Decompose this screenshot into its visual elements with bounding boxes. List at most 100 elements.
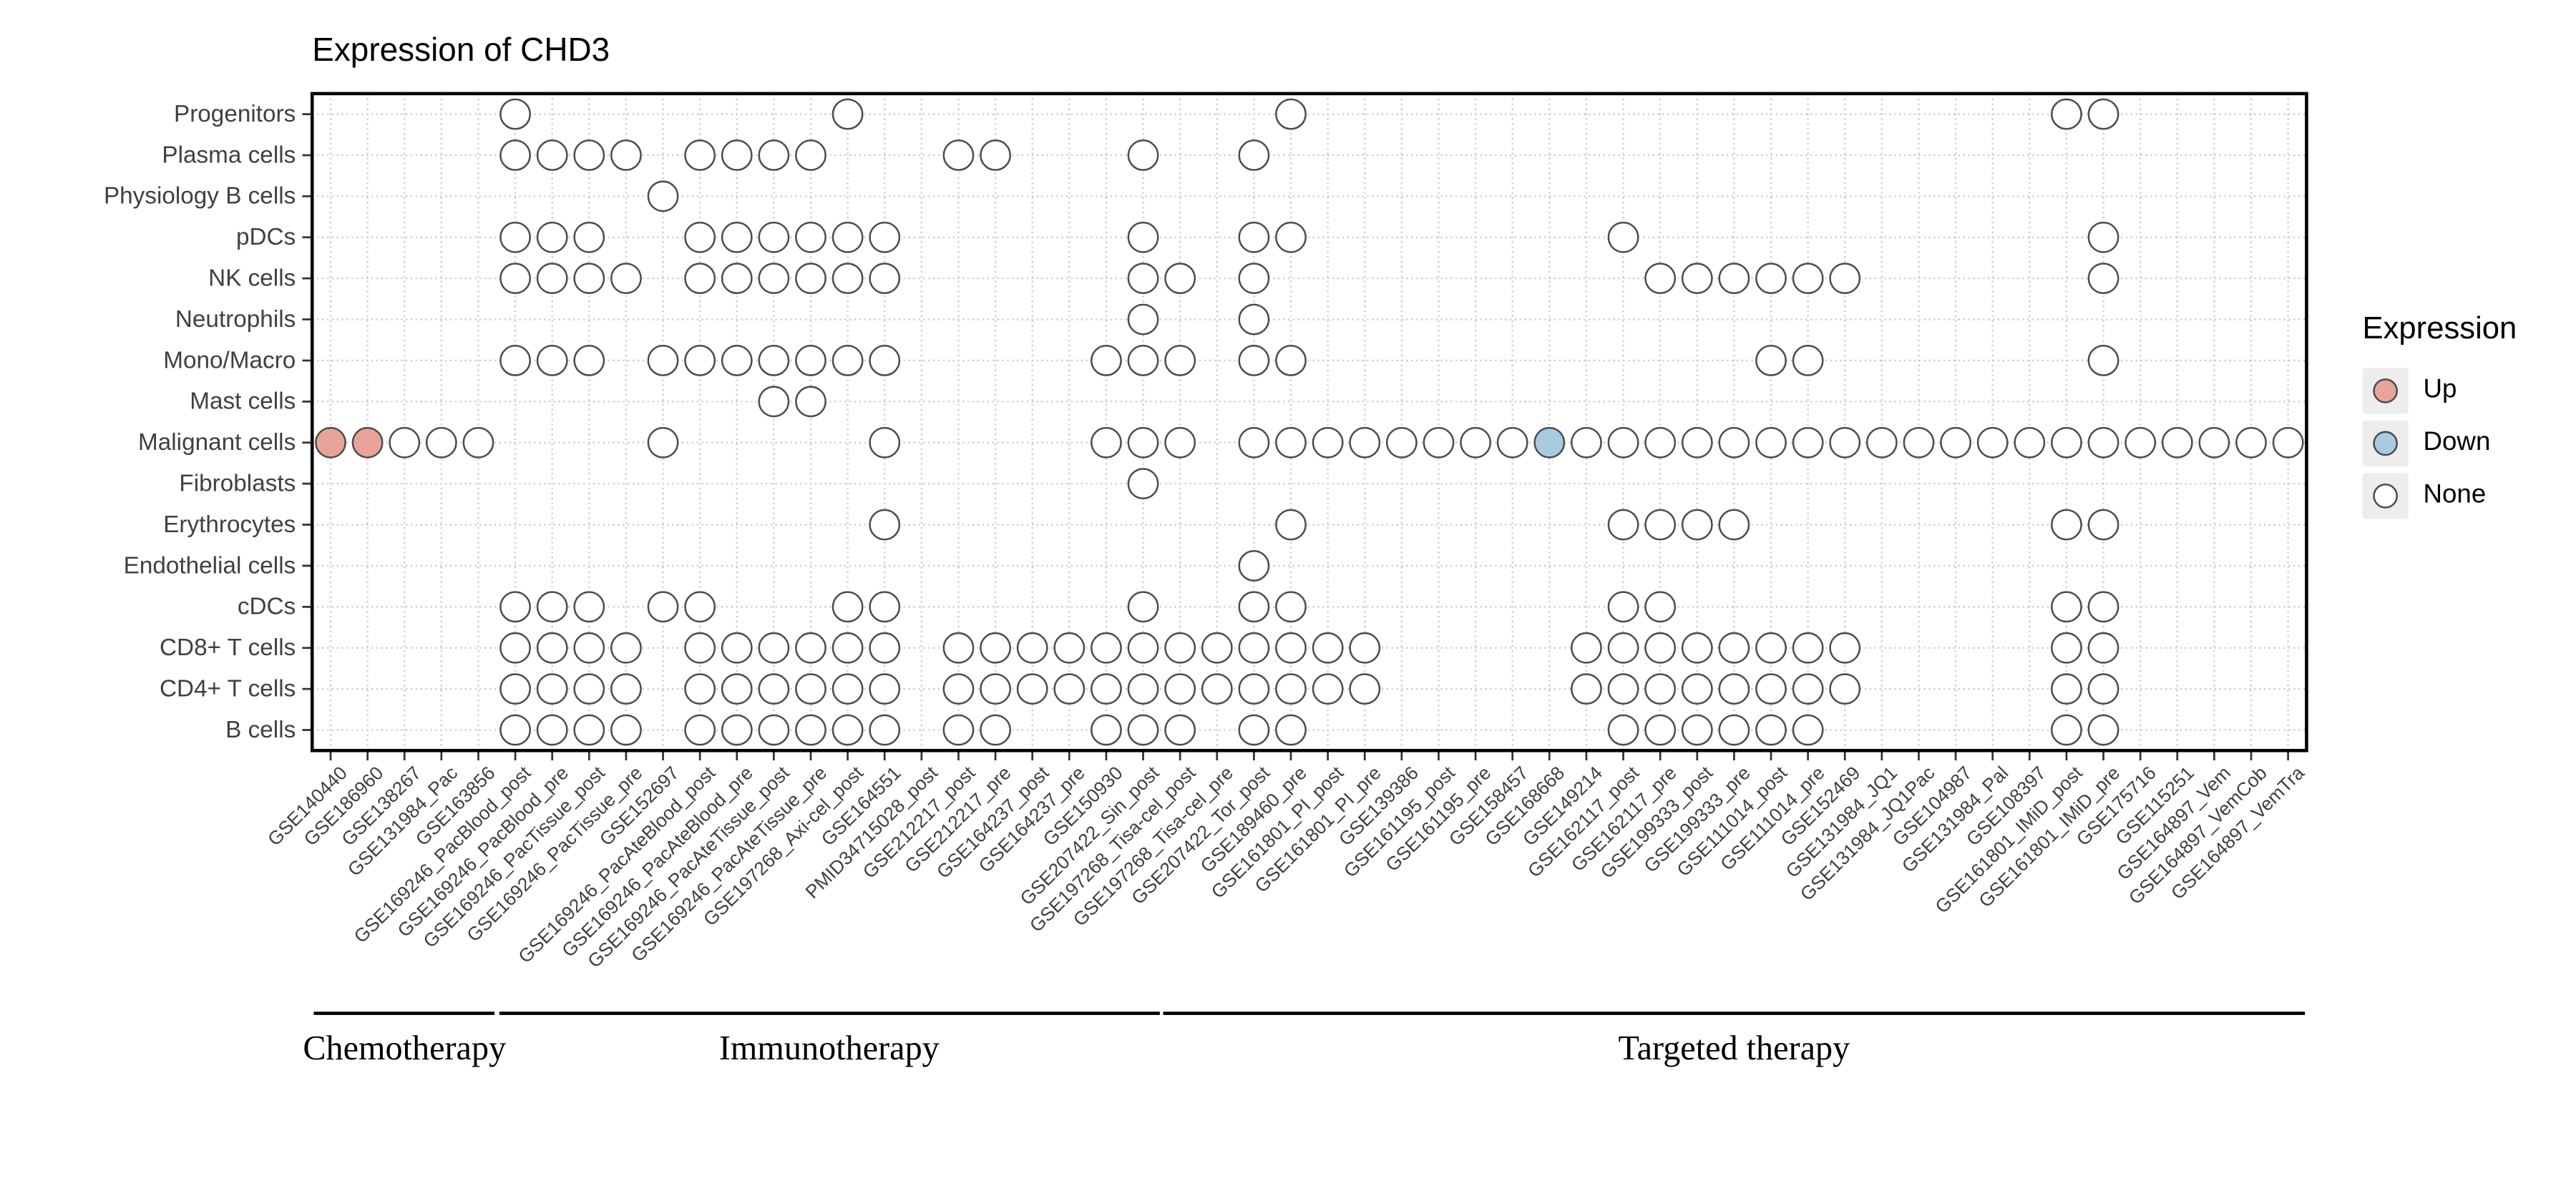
dot-none	[1349, 632, 1381, 664]
dot-none	[499, 591, 532, 623]
dot-none	[499, 139, 532, 171]
dot-none	[1349, 673, 1381, 705]
dot-none	[1053, 632, 1085, 664]
dot-none	[1201, 673, 1233, 705]
dot-none	[610, 632, 642, 664]
dot-none	[536, 714, 568, 746]
dot-none	[1496, 426, 1528, 459]
dot-none	[2087, 426, 2119, 459]
dot-none	[2051, 632, 2082, 664]
y-axis-label: Endothelial cells	[123, 552, 296, 579]
dot-none	[499, 98, 532, 130]
dot-none	[1275, 221, 1307, 253]
dot-none	[1127, 426, 1159, 459]
dot-none	[2051, 673, 2082, 705]
dot-none	[869, 509, 901, 541]
dot-none	[1644, 263, 1677, 295]
dot-none	[499, 345, 532, 376]
dot-up	[351, 426, 384, 459]
dot-none	[2087, 345, 2119, 376]
group-label: Immunotherapy	[718, 1028, 940, 1068]
y-axis-label: Mono/Macro	[163, 347, 296, 374]
dot-none	[1681, 509, 1713, 541]
dot-none	[610, 263, 642, 295]
dot-none	[499, 714, 532, 746]
dot-none	[1607, 673, 1639, 705]
dot-none	[499, 221, 532, 253]
dot-none	[980, 139, 1012, 171]
dot-none	[1792, 714, 1824, 746]
dot-none	[831, 673, 864, 705]
dot-none	[721, 345, 753, 376]
dot-none	[1238, 139, 1270, 171]
legend-label-down: Down	[2423, 428, 2491, 457]
dot-none	[1127, 221, 1159, 253]
dot-none	[721, 221, 753, 253]
dot-none	[869, 345, 901, 376]
group-label: Targeted therapy	[1618, 1028, 1850, 1068]
axis-ticks	[302, 113, 2290, 761]
dot-none	[1571, 632, 1602, 664]
dot-none	[758, 714, 790, 746]
dot-none	[1164, 632, 1196, 664]
dot-none	[499, 673, 532, 705]
dot-none	[684, 591, 716, 623]
dot-none	[831, 345, 864, 376]
dot-none	[2051, 509, 2082, 541]
y-axis-label: CD4+ T cells	[159, 675, 296, 702]
dot-none	[2087, 673, 2119, 705]
y-axis-label: Progenitors	[174, 101, 296, 127]
dot-none	[1238, 714, 1270, 746]
dot-none	[536, 345, 568, 376]
dot-none	[1238, 221, 1270, 253]
dot-none	[869, 714, 901, 746]
dot-none	[684, 714, 716, 746]
dot-none	[536, 221, 568, 253]
dot-none	[573, 591, 605, 623]
dot-none	[1792, 673, 1824, 705]
dot-none	[1607, 221, 1639, 253]
dot-none	[869, 263, 901, 295]
dot-none	[647, 180, 679, 212]
dot-none	[1238, 303, 1270, 335]
dot-none	[2051, 98, 2082, 130]
dot-none	[721, 139, 753, 171]
y-axis-label: Neutrophils	[175, 306, 296, 333]
dot-none	[1127, 632, 1159, 664]
dot-none	[1312, 632, 1344, 664]
y-axis-label: Erythrocytes	[163, 511, 296, 538]
dot-none	[1865, 426, 1898, 459]
dot-none	[1127, 468, 1159, 500]
dot-none	[1644, 509, 1677, 541]
dot-none	[869, 591, 901, 623]
dot-none	[2051, 591, 2082, 623]
dot-none	[573, 714, 605, 746]
dot-none	[1755, 632, 1787, 664]
dot-none	[2087, 632, 2119, 664]
dot-none	[721, 263, 753, 295]
dot-none	[1164, 263, 1196, 295]
dot-none	[2087, 509, 2119, 541]
dot-none	[1016, 632, 1048, 664]
dot-none	[1829, 673, 1861, 705]
dot-none	[573, 632, 605, 664]
dot-none	[684, 139, 716, 171]
dot-none	[1127, 345, 1159, 376]
dot-none	[684, 673, 716, 705]
dot-none	[1275, 345, 1307, 376]
dot-none	[1238, 591, 1270, 623]
group-bracket	[1163, 1011, 2305, 1015]
dot-none	[536, 263, 568, 295]
dot-none	[536, 591, 568, 623]
dot-none	[1275, 673, 1307, 705]
dot-none	[1238, 263, 1270, 295]
dot-none	[1423, 426, 1455, 459]
dot-none	[1091, 632, 1122, 664]
dot-none	[462, 426, 494, 459]
dot-none	[2161, 426, 2193, 459]
group-label: Chemotherapy	[303, 1028, 507, 1068]
dot-none	[2087, 263, 2119, 295]
dot-none	[610, 139, 642, 171]
dot-none	[425, 426, 457, 459]
